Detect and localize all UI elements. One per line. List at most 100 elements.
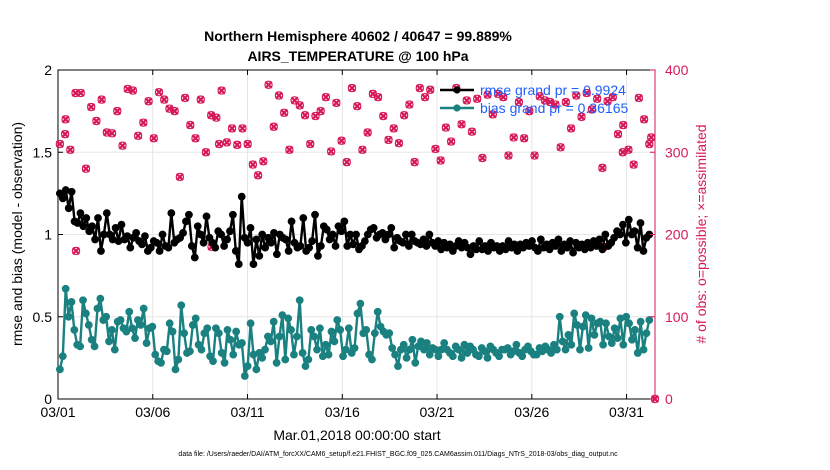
obs-assimilated-marker — [577, 112, 586, 121]
bias-point — [333, 316, 342, 324]
obs-possible-marker — [384, 135, 393, 145]
obs-assimilated-marker — [561, 98, 570, 107]
bias-point — [422, 339, 431, 347]
bias-point — [125, 307, 134, 316]
bias-point — [425, 350, 434, 359]
bias-point — [87, 335, 96, 344]
bias-point — [136, 321, 145, 329]
rmse-point — [252, 235, 261, 244]
obs-possible-marker — [274, 91, 284, 100]
bias-point — [79, 296, 87, 305]
obs-possible-marker — [290, 96, 299, 105]
obs-assimilated-marker — [614, 130, 622, 139]
rmse-point — [387, 224, 396, 232]
obs-assimilated-marker — [514, 98, 523, 107]
bias-point — [287, 326, 295, 334]
bias-point — [599, 340, 607, 349]
bias-point — [558, 337, 567, 346]
x-tick-label: 03/16 — [325, 404, 360, 420]
obs-possible-marker — [525, 106, 534, 116]
obs-possible-marker — [128, 86, 138, 95]
obs-possible-marker — [55, 139, 65, 149]
obs-possible-marker — [358, 145, 367, 154]
bias-point — [402, 353, 411, 362]
bias-point — [342, 345, 350, 354]
obs-possible-marker — [196, 95, 205, 104]
bias-point — [84, 321, 93, 329]
rmse-point — [185, 210, 193, 219]
bias-point — [304, 355, 313, 364]
y-left-tick-label: 0 — [44, 391, 52, 407]
obs-possible-marker — [71, 88, 80, 98]
obs-possible-marker — [337, 136, 346, 145]
bias-point — [630, 326, 639, 334]
obs-assimilated-marker — [551, 100, 560, 109]
bias-point — [321, 340, 330, 349]
rmse-point — [610, 233, 619, 242]
rmse-point — [311, 210, 319, 219]
bias-point — [238, 339, 246, 347]
obs-assimilated-marker — [233, 140, 242, 149]
obs-possible-marker — [457, 120, 466, 129]
obs-possible-marker — [191, 134, 200, 143]
bias-point — [373, 307, 382, 316]
obs-assimilated-marker — [118, 141, 127, 150]
bias-point — [310, 332, 319, 341]
bias-point — [171, 365, 180, 374]
obs-possible-marker — [572, 91, 581, 100]
rmse-point — [164, 243, 173, 252]
rmse-point — [284, 247, 293, 255]
bias-point — [61, 284, 70, 293]
obs-possible-marker — [363, 128, 372, 137]
obs-possible-marker — [598, 163, 607, 173]
rmse-point — [155, 247, 164, 255]
obs-assimilated-marker — [431, 144, 440, 153]
bias-point — [295, 296, 304, 305]
obs-possible-marker — [139, 118, 148, 127]
bias-point — [191, 314, 200, 323]
axis-ticks: 0 0.5 1 1.5 2 03/01 03/06 03/11 03/16 03/21 03/26 0… — [33, 62, 689, 420]
bias-point — [552, 345, 561, 354]
rmse-point — [138, 240, 146, 249]
rmse-point — [337, 227, 346, 236]
obs-assimilated-marker — [379, 112, 388, 121]
obs-assimilated-marker — [499, 93, 508, 102]
obs-assimilated-marker — [629, 160, 638, 169]
rmse-point — [196, 230, 205, 239]
obs-possible-marker — [160, 95, 169, 104]
bias-point — [151, 350, 160, 359]
rmse-point — [407, 230, 416, 239]
bias-point — [148, 322, 157, 331]
rmse-point — [202, 212, 211, 221]
y-right-tick-label: 400 — [665, 62, 689, 78]
obs-possible-marker — [175, 172, 185, 182]
rmse-point — [182, 217, 190, 226]
obs-possible-marker — [81, 164, 91, 173]
rmse-point — [624, 215, 633, 224]
obs-assimilated-marker — [525, 107, 534, 116]
rmse-point — [141, 232, 149, 241]
obs-possible-marker — [133, 131, 143, 140]
rmse-point — [404, 242, 413, 250]
rmse-point — [237, 192, 246, 201]
rmse-point — [146, 243, 155, 252]
obs-possible-marker — [410, 157, 419, 167]
obs-possible-marker — [561, 97, 571, 107]
obs-possible-marker — [629, 160, 638, 169]
obs-possible-marker — [170, 106, 179, 116]
bias-point — [518, 352, 527, 361]
obs-assimilated-marker — [457, 120, 466, 129]
obs-assimilated-marker — [598, 163, 607, 172]
obs-assimilated-marker — [421, 93, 429, 102]
bias-point — [275, 332, 284, 341]
bias-point — [399, 340, 408, 349]
obs-possible-marker — [332, 98, 341, 108]
bias-point — [561, 345, 570, 354]
bias-point — [604, 332, 613, 341]
bias-point — [165, 319, 174, 328]
obs-possible-marker — [514, 97, 524, 107]
rmse-point — [246, 224, 255, 232]
bias-point — [642, 329, 651, 338]
bias-point — [290, 350, 298, 359]
rmse-point — [569, 248, 577, 257]
